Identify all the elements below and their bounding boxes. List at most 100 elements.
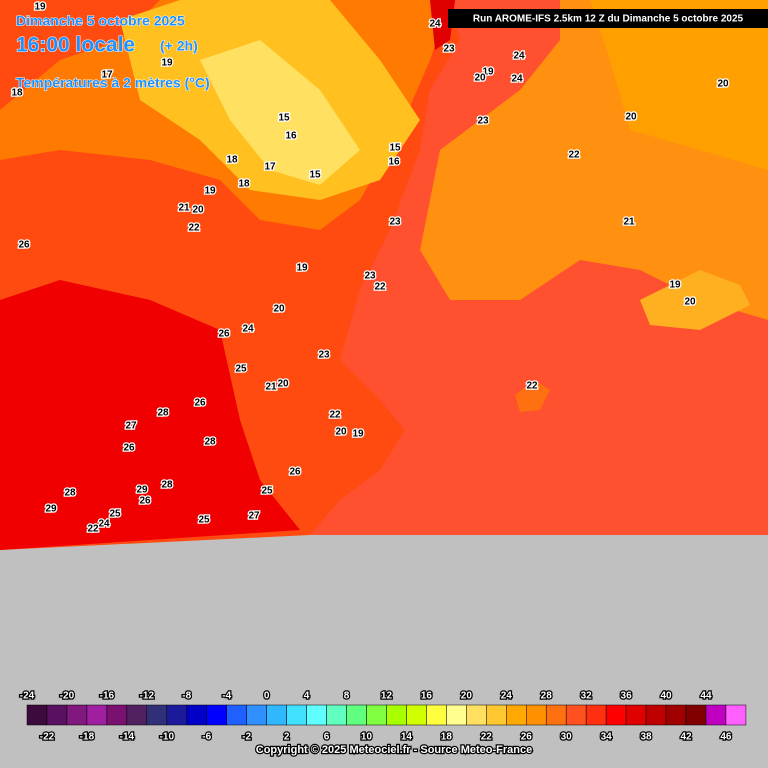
temperature-label: 20 (273, 304, 285, 315)
island (515, 380, 550, 412)
temperature-label: 20 (192, 205, 204, 216)
legend-swatch (625, 704, 647, 726)
temperature-label: 19 (669, 280, 681, 291)
legend-swatch (206, 704, 227, 726)
temperature-label: 21 (623, 217, 635, 228)
copyright: Copyright © 2025 Meteociel.fr - Source M… (256, 744, 532, 756)
temperature-label: 20 (717, 79, 729, 90)
temperature-label: 16 (388, 157, 400, 168)
legend-label: 10 (361, 732, 373, 743)
legend-swatch (226, 704, 247, 726)
parameter: Températures à 2 mètres (°C) (16, 75, 210, 91)
legend-swatch (286, 704, 307, 726)
local-time: 16:00 locale (16, 34, 135, 57)
legend-swatch (585, 704, 607, 726)
temperature-label: 26 (18, 240, 30, 251)
temperature-label: 20 (277, 379, 289, 390)
temperature-label: 21 (265, 382, 277, 393)
legend-label: -4 (222, 691, 231, 702)
temperature-label: 19 (296, 263, 308, 274)
legend-swatch (146, 704, 168, 726)
temperature-label: 16 (285, 131, 297, 142)
legend-label: 14 (401, 732, 413, 743)
legend-swatch (426, 704, 447, 726)
temperature-label: 28 (161, 480, 173, 491)
legend-label: 44 (700, 691, 712, 702)
legend-label: 16 (421, 691, 433, 702)
legend-swatch (565, 704, 587, 726)
temperature-label: 22 (188, 223, 200, 234)
legend-label: -10 (160, 732, 175, 743)
temperature-label: 19 (161, 58, 173, 69)
legend: -24-22-20-18-16-14-12-10-8-6-4-202468101… (19, 689, 747, 744)
legend-swatch (66, 704, 88, 726)
legend-label: -14 (120, 732, 135, 743)
utc-offset: (+ 2h) (160, 38, 198, 54)
temperature-label: 24 (429, 19, 441, 30)
legend-swatch (326, 704, 347, 726)
temperature-label: 24 (242, 324, 254, 335)
legend-swatch (306, 704, 327, 726)
temperature-label: 26 (218, 329, 230, 340)
temperature-label: 15 (389, 143, 401, 154)
legend-label: -18 (80, 732, 95, 743)
legend-swatch (406, 704, 427, 726)
legend-label: 40 (660, 691, 672, 702)
legend-label: -24 (20, 691, 35, 702)
legend-label: -22 (40, 732, 55, 743)
temperature-label: 17 (264, 162, 276, 173)
legend-swatch (645, 704, 667, 726)
legend-swatch (545, 704, 567, 726)
temperature-label: 19 (482, 67, 494, 78)
legend-swatch (266, 704, 287, 726)
legend-label: 12 (381, 691, 393, 702)
temperature-label: 24 (511, 74, 523, 85)
legend-label: 2 (284, 732, 290, 743)
legend-label: -8 (182, 691, 191, 702)
temperature-label: 28 (157, 408, 169, 419)
run-banner (448, 9, 768, 28)
temperature-label: 20 (625, 112, 637, 123)
legend-swatch (186, 704, 207, 726)
legend-label: -2 (242, 732, 251, 743)
temperature-label: 19 (204, 186, 216, 197)
legend-label: 4 (304, 691, 310, 702)
warm-sea-zone (590, 0, 768, 170)
temperature-label: 22 (87, 524, 99, 535)
temperature-label: 28 (204, 437, 216, 448)
legend-label: 32 (581, 691, 593, 702)
temperature-label: 22 (329, 410, 341, 421)
legend-swatch (166, 704, 188, 726)
legend-label: 20 (461, 691, 473, 702)
legend-label: 38 (641, 732, 653, 743)
legend-swatch (705, 704, 727, 726)
temperature-label: 23 (477, 116, 489, 127)
temperature-label: 20 (335, 427, 347, 438)
legend-swatch (506, 704, 527, 726)
legend-label: 0 (264, 691, 270, 702)
temperature-label: 26 (289, 467, 301, 478)
legend-swatch (446, 704, 467, 726)
temperature-label: 18 (11, 88, 23, 99)
legend-swatch (386, 704, 407, 726)
temperature-label: 23 (389, 217, 401, 228)
temperature-label: 27 (248, 511, 260, 522)
temperature-label: 23 (318, 350, 330, 361)
legend-label: 42 (680, 732, 692, 743)
temperature-label: 19 (352, 429, 364, 440)
legend-label: -12 (140, 691, 155, 702)
temperature-label: 24 (513, 51, 525, 62)
temperature-label: 25 (109, 509, 121, 520)
temperature-label: 18 (238, 179, 250, 190)
legend-label: 28 (541, 691, 553, 702)
temperature-label: 26 (194, 398, 206, 409)
legend-label: 34 (601, 732, 613, 743)
legend-swatch (725, 704, 747, 726)
legend-swatch (605, 704, 627, 726)
temperature-label: 25 (261, 486, 273, 497)
legend-label: 46 (720, 732, 732, 743)
temperature-label: 20 (684, 297, 696, 308)
legend-label: 36 (621, 691, 633, 702)
legend-label: -6 (202, 732, 211, 743)
temperature-label: 25 (198, 515, 210, 526)
